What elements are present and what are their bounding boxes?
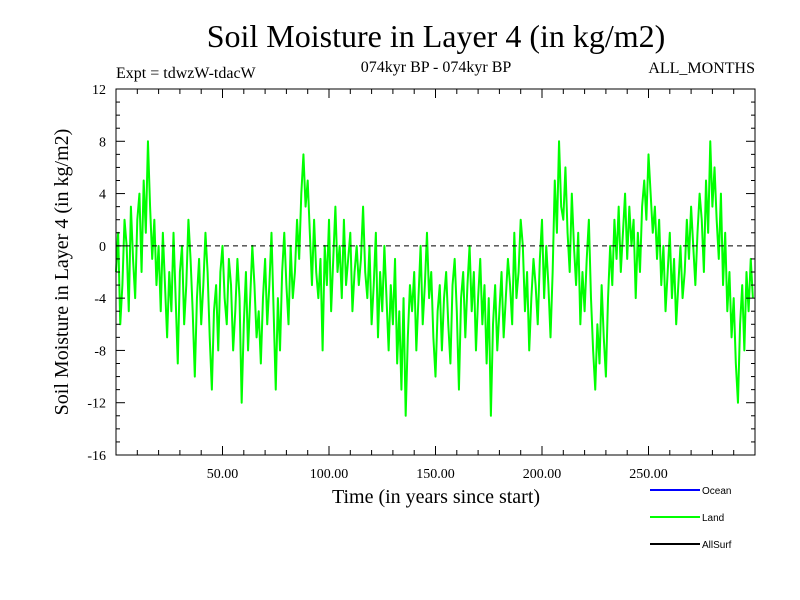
y-tick-label: -16 [87,449,106,464]
chart-title: Soil Moisture in Layer 4 (in kg/m2) [207,18,666,54]
y-tick-label: -12 [87,397,106,412]
months-label: ALL_MONTHS [648,60,755,77]
y-tick-label: 12 [92,83,106,98]
series-line-land [115,140,754,417]
x-tick-label: 200.00 [523,467,562,482]
experiment-label: Expt = tdwzW-tdacW [116,65,257,82]
axes: -16 -12 -8 -4 0 4 8 12 50.00 100.00 150.00 200.00 25… [87,83,756,482]
y-tick-label: -4 [94,292,106,307]
y-tick-label: 8 [99,135,106,150]
legend-label-land: Land [702,513,724,524]
plot-frame [115,88,756,456]
legend-label-allsurf: AllSurf [702,540,732,551]
y-tick-label: 0 [99,240,106,255]
period-label: 074kyr BP - 074kyr BP [361,59,512,76]
legend-label-ocean: Ocean [702,486,731,497]
y-tick-label: 4 [99,188,106,203]
legend: Ocean Land AllSurf [650,486,732,551]
y-axis-label: Soil Moisture in Layer 4 (in kg/m2) [51,129,73,416]
x-tick-label: 250.00 [629,467,668,482]
x-axis-label: Time (in years since start) [332,486,540,508]
x-tick-label: 100.00 [310,467,349,482]
x-tick-label: 50.00 [207,467,239,482]
x-tick-label: 150.00 [416,467,455,482]
y-tick-label: -8 [94,344,106,359]
plot-area [115,140,755,417]
